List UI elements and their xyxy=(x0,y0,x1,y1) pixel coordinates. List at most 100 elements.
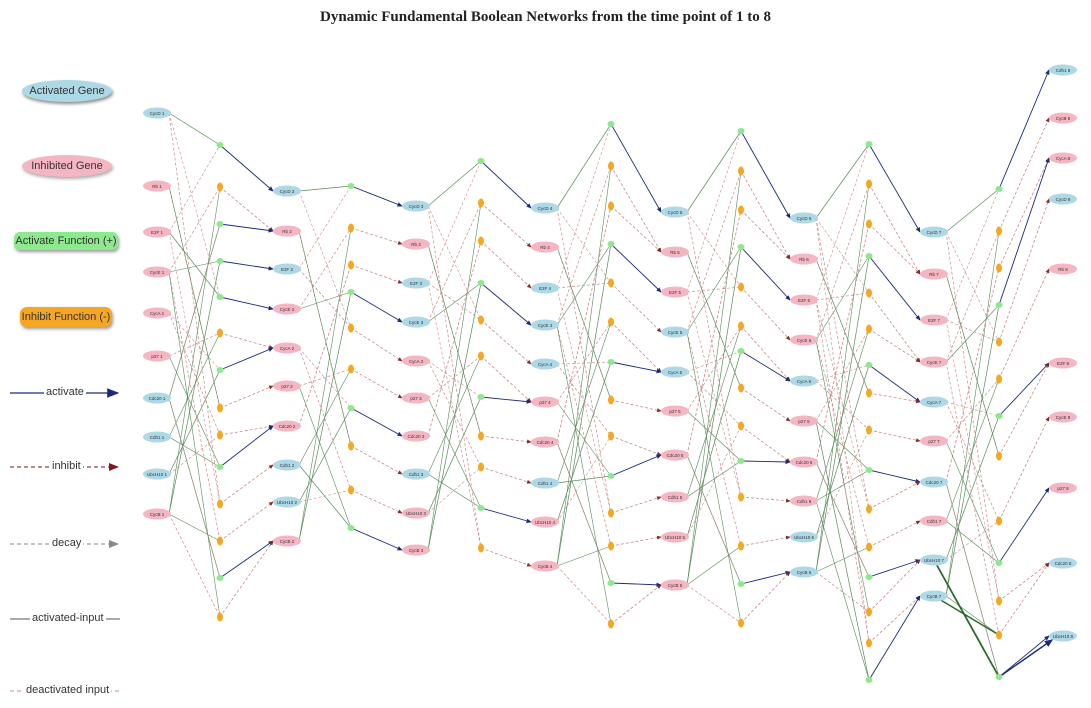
gene-node: CycD 8 xyxy=(1049,193,1077,205)
inhibited-gene-ellipse xyxy=(920,515,948,527)
inhibit-function-node xyxy=(608,619,614,629)
input-edge xyxy=(815,364,870,538)
gene-node: Cdh1 2 xyxy=(273,459,301,471)
gene-label: Cdc20 3 xyxy=(408,434,425,439)
gene-node: CycA 3 xyxy=(402,355,430,367)
gene-node: Rb 7 xyxy=(920,268,948,280)
inhibit-function-node xyxy=(866,425,872,435)
gene-label: p27 5 xyxy=(669,409,681,414)
input-edge xyxy=(815,299,870,644)
input-edge xyxy=(298,407,352,503)
inhibit-function-node xyxy=(478,236,484,246)
inhibit-function-node xyxy=(996,516,1002,526)
gene-label: Cdc20 4 xyxy=(537,440,554,445)
activate-edge xyxy=(998,69,1050,190)
inhibit-function-node xyxy=(608,541,614,551)
inhibited-gene-ellipse xyxy=(1049,357,1077,369)
gene-label: CycA 8 xyxy=(1056,156,1071,161)
inhibit-edge xyxy=(610,435,662,456)
input-edge xyxy=(945,401,1000,522)
gene-node: CycE 8 xyxy=(1049,411,1077,423)
input-edge xyxy=(556,282,612,289)
inhibited-gene-ellipse xyxy=(920,356,948,368)
activated-gene-ellipse xyxy=(402,316,430,328)
gene-label: UbcH10 1 xyxy=(147,472,168,477)
inhibited-gene-ellipse xyxy=(661,449,689,461)
input-edge xyxy=(427,466,482,514)
gene-label: CycE 5 xyxy=(668,330,683,335)
gene-label: UbcH10 4 xyxy=(535,520,556,525)
inhibited-gene-ellipse xyxy=(790,456,818,468)
input-edge xyxy=(815,292,870,301)
activated-gene-ellipse xyxy=(790,212,818,224)
gene-label: Rb 2 xyxy=(282,229,292,234)
inhibited-gene-ellipse xyxy=(920,314,948,326)
input-edge xyxy=(168,112,221,146)
inhibit-edge xyxy=(740,170,791,260)
inhibit-edge xyxy=(610,399,662,413)
inhibit-function-node xyxy=(996,596,1002,606)
activate-function-node xyxy=(607,473,615,479)
gene-node: CycE 3 xyxy=(402,316,430,328)
input-edge xyxy=(556,207,612,514)
activate-function-node xyxy=(737,348,745,354)
input-edge xyxy=(168,513,221,618)
inhibit-function-node xyxy=(996,263,1002,273)
inhibited-gene-ellipse xyxy=(1049,152,1077,164)
activate-function-node xyxy=(607,121,615,127)
inhibit-edge xyxy=(610,282,662,333)
inhibit-function-node xyxy=(738,541,744,551)
gene-label: CycE 7 xyxy=(927,360,942,365)
gene-node: p27 2 xyxy=(273,380,301,392)
inhibit-edge xyxy=(219,501,274,542)
gene-node: CycD 5 xyxy=(661,206,689,218)
gene-label: CycE 2 xyxy=(280,307,295,312)
gene-node: UbcH10 2 xyxy=(273,496,301,508)
gene-node: Cdh1 4 xyxy=(531,477,559,489)
inhibit-edge xyxy=(868,481,921,510)
gene-label: Rb 5 xyxy=(670,250,680,255)
gene-node: p27 7 xyxy=(920,435,948,447)
inhibit-function-node xyxy=(866,179,872,189)
activated-gene-ellipse xyxy=(1049,64,1077,76)
gene-label: Rb 1 xyxy=(152,184,162,189)
inhibited-gene-ellipse xyxy=(661,405,689,417)
gene-node: p27 4 xyxy=(531,396,559,408)
inhibit-function-node xyxy=(866,638,872,648)
gene-node: CycB 4 xyxy=(531,560,559,572)
gene-label: UbcH10 8 xyxy=(1053,634,1074,639)
inhibited-gene-ellipse xyxy=(143,226,171,238)
inhibited-gene-ellipse xyxy=(920,435,948,447)
inhibited-gene-ellipse xyxy=(661,491,689,503)
activate-edge xyxy=(610,582,662,588)
gene-label: CycB 6 xyxy=(797,570,812,575)
inhibited-gene-ellipse xyxy=(1049,263,1077,275)
legend-deactivated-input-label: deactivated input xyxy=(24,684,112,696)
activated-gene-ellipse xyxy=(1049,630,1077,642)
gene-label: CycB 3 xyxy=(409,548,424,553)
gene-node: CycB 6 xyxy=(790,566,818,578)
gene-label: CycD 2 xyxy=(280,189,295,194)
activated-gene-ellipse xyxy=(273,459,301,471)
gene-node: CycE 2 xyxy=(273,303,301,315)
activate-edge xyxy=(998,157,1050,306)
input-edge xyxy=(686,170,742,586)
activate-function-node xyxy=(477,394,485,400)
input-edge xyxy=(686,170,742,333)
input-edge xyxy=(556,243,612,567)
activate-function-node xyxy=(737,128,745,134)
activated-gene-ellipse xyxy=(531,477,559,489)
gene-label: CycE 6 xyxy=(797,338,812,343)
gene-label: CycD 6 xyxy=(797,216,812,221)
input-edge xyxy=(945,520,1000,561)
input-edge xyxy=(298,385,352,529)
input-edge xyxy=(168,312,221,371)
gene-node: Rb 3 xyxy=(402,238,430,250)
activated-gene-ellipse xyxy=(920,226,948,238)
input-edge xyxy=(815,339,870,548)
input-edge xyxy=(815,299,870,510)
input-edge xyxy=(815,217,870,510)
input-edge xyxy=(815,258,870,394)
inhibit-function-node xyxy=(738,492,744,502)
input-edge xyxy=(168,186,221,273)
